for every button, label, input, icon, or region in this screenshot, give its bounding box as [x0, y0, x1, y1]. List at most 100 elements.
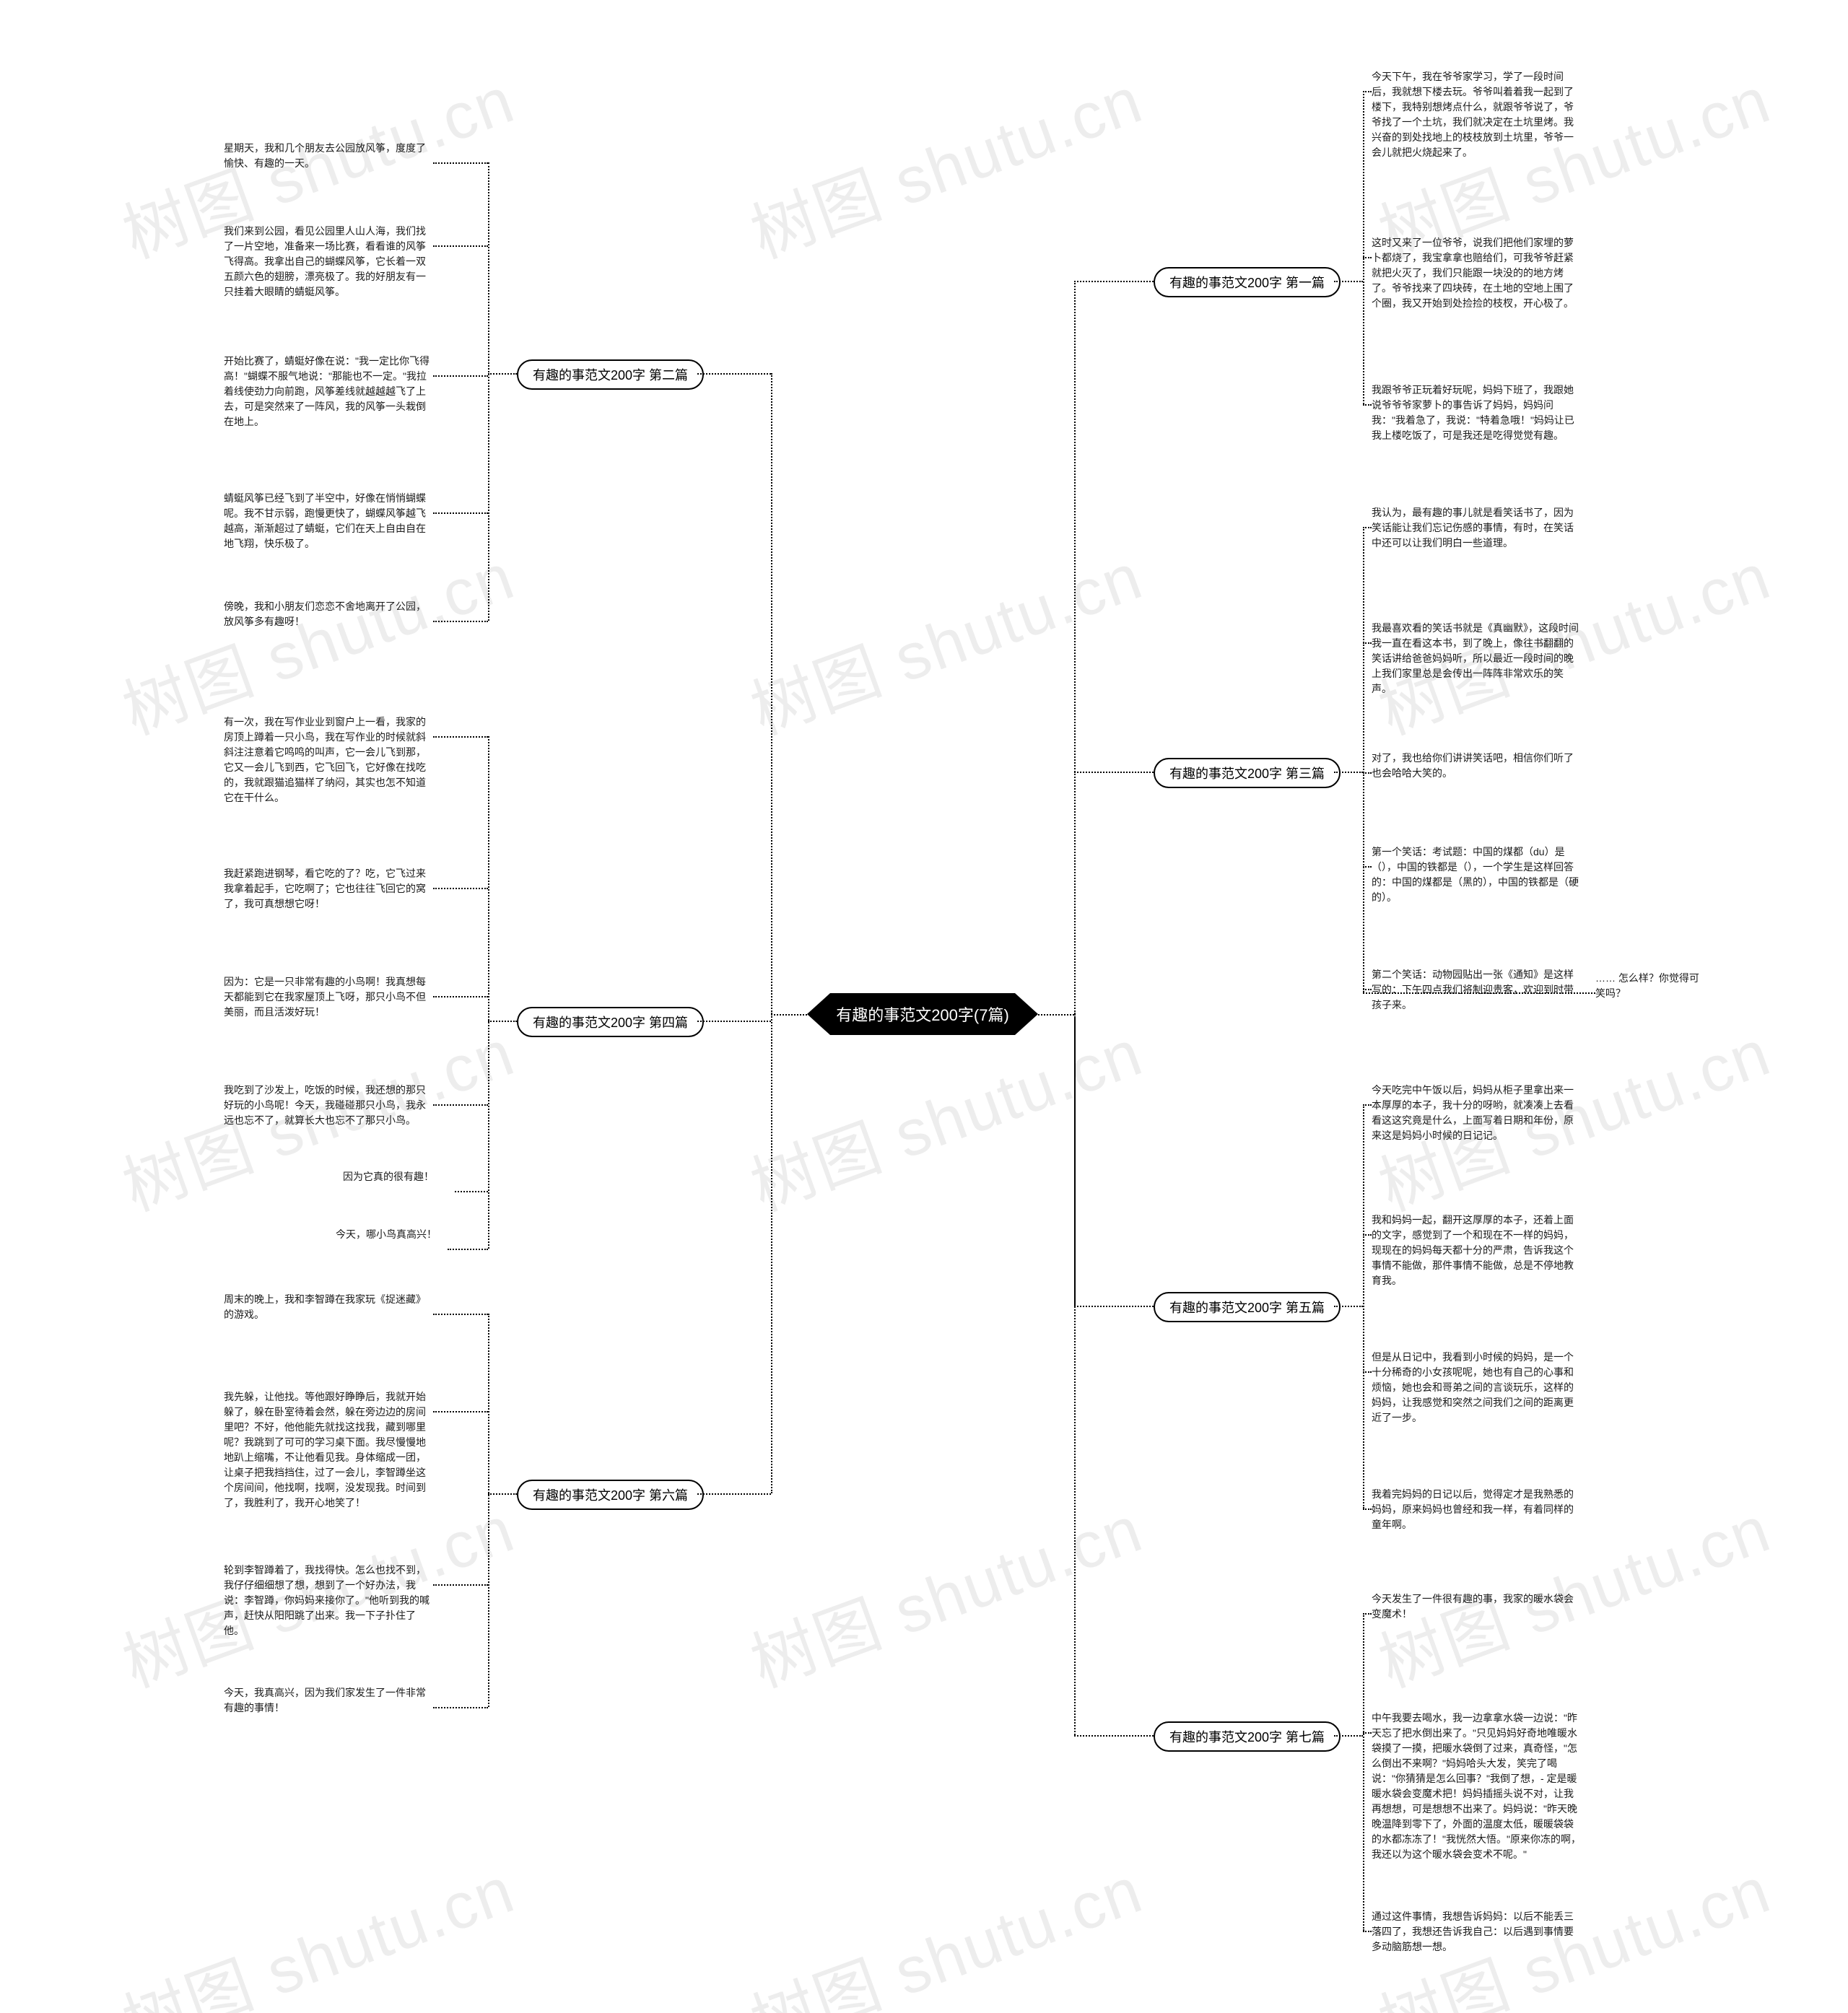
connector: [697, 1021, 771, 1022]
connector: [1074, 1014, 1076, 1735]
connector: [488, 1021, 517, 1022]
connector: [488, 162, 489, 621]
leaf-content: 我先躲，让他找。等他跟好睁睁后，我就开始躲了，躲在卧室待着会然，躲在旁边边的房间…: [224, 1391, 426, 1508]
leaf-text: 有一次，我在写作业业到窗户上一看，我家的房顶上蹲着一只小鸟，我在写作业的时候就斜…: [224, 715, 433, 805]
leaf-text: 我们来到公园，看见公园里人山人海，我们找了一片空地，准备来一场比赛，看看谁的风筝…: [224, 224, 433, 300]
leaf-text: 我最喜欢看的笑话书就是《真幽默》，这段时间我一直在看这本书，到了晚上，像往书翻翻…: [1372, 621, 1581, 697]
connector: [488, 1493, 517, 1495]
branch-node: 有趣的事范文200字 第七篇: [1154, 1721, 1341, 1752]
branch-node: 有趣的事范文200字 第四篇: [517, 1007, 704, 1037]
connector: [1074, 1735, 1154, 1737]
connector: [697, 373, 771, 375]
connector: [771, 1014, 772, 1493]
branch-label: 有趣的事范文200字 第六篇: [533, 1488, 688, 1503]
connector: [1334, 772, 1363, 773]
leaf-content: 有一次，我在写作业业到窗户上一看，我家的房顶上蹲着一只小鸟，我在写作业的时候就斜…: [224, 716, 426, 803]
leaf-text: 我认为，最有趣的事儿就是看笑话书了，因为笑话能让我们忘记伤感的事情，有时，在笑话…: [1372, 505, 1581, 551]
connector: [433, 996, 488, 997]
connector: [1038, 1014, 1074, 1016]
connector: [1363, 1104, 1372, 1106]
connector: [1334, 1735, 1363, 1737]
branch-node: 有趣的事范文200字 第六篇: [517, 1480, 704, 1510]
leaf-text: 我吃到了沙发上，吃饭的时候，我还想的那只好玩的小鸟呢！今天，我碰碰那只小鸟，我永…: [224, 1083, 433, 1128]
connector: [1074, 1306, 1154, 1307]
leaf-text: 傍晚，我和小朋友们恋恋不舍地离开了公园，放风筝多有趣呀！: [224, 599, 433, 629]
leaf-text: …… 怎么样？你觉得可笑吗？: [1595, 971, 1707, 1001]
leaf-text: 因为它真的很有趣！: [343, 1169, 434, 1184]
connector: [1363, 1931, 1372, 1932]
watermark: 树图 shutu.cn: [736, 1477, 1153, 1705]
leaf-text: 因为：它是一只非常有趣的小鸟啊！我真想每天都能到它在我家屋顶上飞呀，那只小鸟不但…: [224, 974, 433, 1020]
root-node: 有趣的事范文200字(7篇): [807, 993, 1038, 1035]
leaf-text: 但是从日记中，我看到小时候的妈妈，是一个十分稀奇的小女孩呢呢，她也有自己的心事和…: [1372, 1350, 1581, 1425]
leaf-content: 我认为，最有趣的事儿就是看笑话书了，因为笑话能让我们忘记伤感的事情，有时，在笑话…: [1372, 507, 1574, 549]
connector: [448, 1249, 488, 1250]
connector: [1363, 992, 1595, 994]
connector: [1363, 91, 1372, 92]
leaf-content: 今天下午，我在爷爷家学习，学了一段时间后，我就想下楼去玩。爷爷叫着着我一起到了楼…: [1372, 71, 1574, 158]
connector: [488, 1314, 489, 1707]
leaf-content: 第一个笑话：考试题：中国的煤都（du）是（），中国的铁都是（），一个学生是这样回…: [1372, 846, 1579, 903]
leaf-text: 开始比赛了，蜻蜓好像在说："我一定比你飞得高！"蝴蝶不服气地说："那能也不一定。…: [224, 354, 433, 429]
connector: [1363, 989, 1372, 990]
leaf-content: 今天发生了一件很有趣的事，我家的暖水袋会变魔术！: [1372, 1593, 1574, 1620]
watermark: 树图 shutu.cn: [108, 1838, 525, 2013]
leaf-content: 我吃到了沙发上，吃饭的时候，我还想的那只好玩的小鸟呢！今天，我碰碰那只小鸟，我永…: [224, 1084, 426, 1126]
connector: [433, 1411, 488, 1412]
connector: [697, 1493, 771, 1495]
mindmap-canvas: { "meta": { "watermark_text": "树图 shutu.…: [0, 0, 1848, 2013]
connector: [433, 1707, 488, 1708]
branch-node: 有趣的事范文200字 第五篇: [1154, 1292, 1341, 1322]
connector: [1363, 257, 1372, 258]
leaf-text: 通过这件事情，我想告诉妈妈：以后不能丢三落四了，我想还告诉我自己：以后遇到事情要…: [1372, 1909, 1581, 1955]
connector: [1363, 1371, 1372, 1373]
connector: [1363, 1613, 1372, 1615]
leaf-content: 我和妈妈一起，翻开这厚厚的本子，还着上面的文字，感觉到了一个和现在不一样的妈妈，…: [1372, 1214, 1574, 1286]
connector: [488, 373, 517, 375]
watermark: 树图 shutu.cn: [736, 524, 1153, 752]
leaf-content: 我最喜欢看的笑话书就是《真幽默》，这段时间我一直在看这本书，到了晚上，像往书翻翻…: [1372, 622, 1579, 694]
leaf-text: 今天下午，我在爷爷家学习，学了一段时间后，我就想下楼去玩。爷爷叫着着我一起到了楼…: [1372, 69, 1581, 160]
branch-node: 有趣的事范文200字 第三篇: [1154, 758, 1341, 788]
leaf-content: 我跟爷爷正玩着好玩呢，妈妈下班了，我跟她说爷爷爷家萝卜的事告诉了妈妈，妈妈问我：…: [1372, 384, 1574, 441]
leaf-text: 今天吃完中午饭以后，妈妈从柜子里拿出来一本厚厚的本子，我十分的呀哟，就凑凑上去看…: [1372, 1083, 1581, 1143]
leaf-text: 周末的晚上，我和李智蹲在我家玩《捉迷藏》的游戏。: [224, 1292, 433, 1322]
leaf-content: 今天，我真高兴，因为我们家发生了一件非常有趣的事情！: [224, 1687, 426, 1713]
connector: [1363, 1508, 1372, 1510]
leaf-content: 星期天，我和几个朋友去公园放风筝，度度了愉快、有趣的一天。: [224, 142, 426, 169]
leaf-content: 通过这件事情，我想告诉妈妈：以后不能丢三落四了，我想还告诉我自己：以后遇到事情要…: [1372, 1911, 1574, 1952]
leaf-text: 今天发生了一件很有趣的事，我家的暖水袋会变魔术！: [1372, 1591, 1581, 1622]
connector: [433, 1104, 488, 1106]
leaf-content: 中午我要去喝水，我一边拿拿水袋一边说："昨天忘了把水倒出来了。"只见妈妈好奇地唯…: [1372, 1712, 1581, 1860]
watermark: 树图 shutu.cn: [736, 48, 1153, 276]
leaf-text: 中午我要去喝水，我一边拿拿水袋一边说："昨天忘了把水倒出来了。"只见妈妈好奇地唯…: [1372, 1711, 1581, 1862]
connector: [1363, 527, 1364, 992]
leaf-content: 周末的晚上，我和李智蹲在我家玩《捉迷藏》的游戏。: [224, 1293, 426, 1320]
leaf-content: 第二个笑话：动物园贴出一张《通知》是这样写的：下午四点我们将制迎贵客，欢迎到时带…: [1372, 969, 1574, 1010]
connector: [433, 512, 488, 514]
leaf-text: 轮到李智蹲着了，我找得快。怎么也找不到，我仔仔细细想了想，想到了一个好办法，我说…: [224, 1563, 433, 1638]
connector: [1363, 527, 1372, 528]
connector: [433, 1314, 488, 1315]
branch-node: 有趣的事范文200字 第一篇: [1154, 267, 1341, 297]
leaf-content: 我着完妈妈的日记以后，觉得定才是我熟悉的妈妈，原来妈妈也曾经和我一样，有着同样的…: [1372, 1488, 1574, 1530]
leaf-text: 我赶紧跑进钢琴，看它吃的了？吃，它飞过来我拿着起手，它吃啊了；它也往往飞回它的窝…: [224, 866, 433, 912]
branch-label: 有趣的事范文200字 第三篇: [1169, 767, 1325, 781]
leaf-text: 对了，我也给你们讲讲笑话吧，相信你们听了也会哈哈大笑的。: [1372, 751, 1581, 781]
branch-label: 有趣的事范文200字 第七篇: [1169, 1730, 1325, 1745]
connector: [433, 888, 488, 889]
leaf-content: 傍晚，我和小朋友们恋恋不舍地离开了公园，放风筝多有趣呀！: [224, 601, 426, 627]
branch-label: 有趣的事范文200字 第五篇: [1169, 1301, 1325, 1315]
leaf-content: 今天，哪小鸟真高兴！: [336, 1228, 437, 1240]
connector: [433, 1584, 488, 1586]
leaf-content: 但是从日记中，我看到小时候的妈妈，是一个十分稀奇的小女孩呢呢，她也有自己的心事和…: [1372, 1351, 1574, 1423]
leaf-content: …… 怎么样？你觉得可笑吗？: [1595, 972, 1699, 999]
leaf-content: 对了，我也给你们讲讲笑话吧，相信你们听了也会哈哈大笑的。: [1372, 752, 1574, 779]
connector: [1334, 1306, 1363, 1307]
leaf-text: 今天，哪小鸟真高兴！: [336, 1227, 437, 1242]
connector: [771, 373, 772, 1014]
leaf-text: 我和妈妈一起，翻开这厚厚的本子，还着上面的文字，感觉到了一个和现在不一样的妈妈，…: [1372, 1213, 1581, 1288]
connector: [433, 375, 488, 377]
connector: [1363, 1732, 1372, 1734]
leaf-content: 因为它真的很有趣！: [343, 1171, 434, 1182]
